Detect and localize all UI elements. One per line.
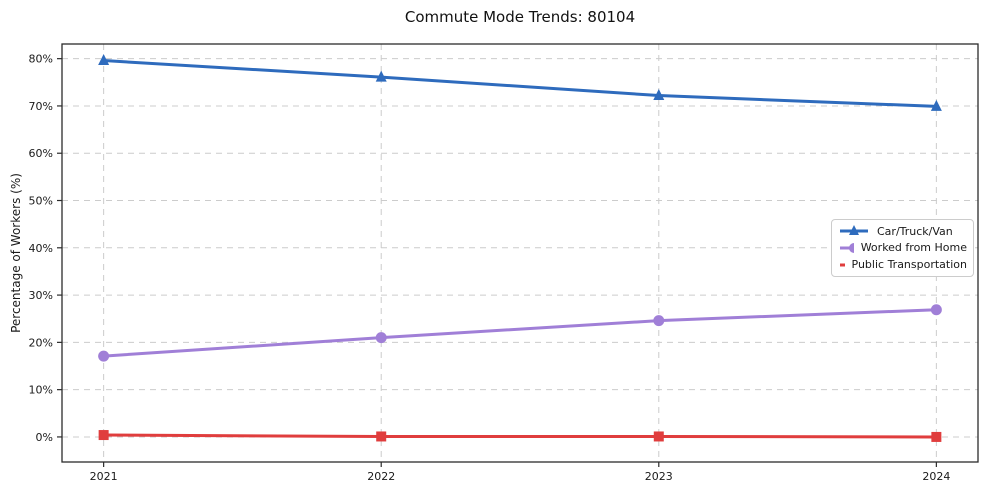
legend-item-worked-from-home: Worked from Home [838,240,967,256]
data-point-marker [376,431,387,442]
chart-title: Commute Mode Trends: 80104 [404,8,636,26]
series-line [102,59,938,108]
data-point-marker [931,431,942,442]
data-point-marker [930,99,942,111]
legend-marker-public-transportation-icon [840,263,845,267]
data-point-marker [375,332,387,344]
series-line [102,308,938,358]
y-tick-label: 70% [29,100,53,113]
y-tick-label: 80% [29,53,53,66]
legend-marker-worked-from-home-icon [840,242,854,253]
x-tick-label: 2021 [90,470,118,483]
data-point-marker [98,54,110,66]
y-tick-label: 10% [29,384,53,397]
y-tick-label: 30% [29,289,53,302]
legend-item-public-transportation: Public Transportation [838,257,967,273]
y-tick-label: 40% [29,242,53,255]
y-tick-label: 60% [29,147,53,160]
legend: Car/Truck/Van Worked from Home Public Tr… [831,219,974,277]
y-tick-label: 50% [29,195,53,208]
legend-sample-marker [849,225,859,236]
legend-label-worked-from-home: Worked from Home [860,241,967,255]
data-point-marker [653,431,664,442]
data-point-marker [375,70,387,82]
legend-label-car-truck-van: Car/Truck/Van [877,224,953,238]
data-point-marker [653,89,665,101]
series-line [102,433,938,439]
y-tick-label: 20% [29,336,53,349]
data-point-marker [98,350,110,362]
x-tick-label: 2023 [645,470,673,483]
data-point-marker [98,430,109,441]
plot-border [61,43,979,463]
legend-item-car-truck-van: Car/Truck/Van [838,223,967,239]
data-point-marker [653,315,665,327]
legend-sample-marker [849,242,854,253]
data-point-marker [930,304,942,316]
y-tick-label: 0% [36,431,53,444]
legend-label-public-transportation: Public Transportation [851,258,967,272]
legend-marker-car-truck-van-icon [840,225,868,236]
x-tick-label: 2024 [922,470,950,483]
x-tick-label: 2022 [367,470,395,483]
